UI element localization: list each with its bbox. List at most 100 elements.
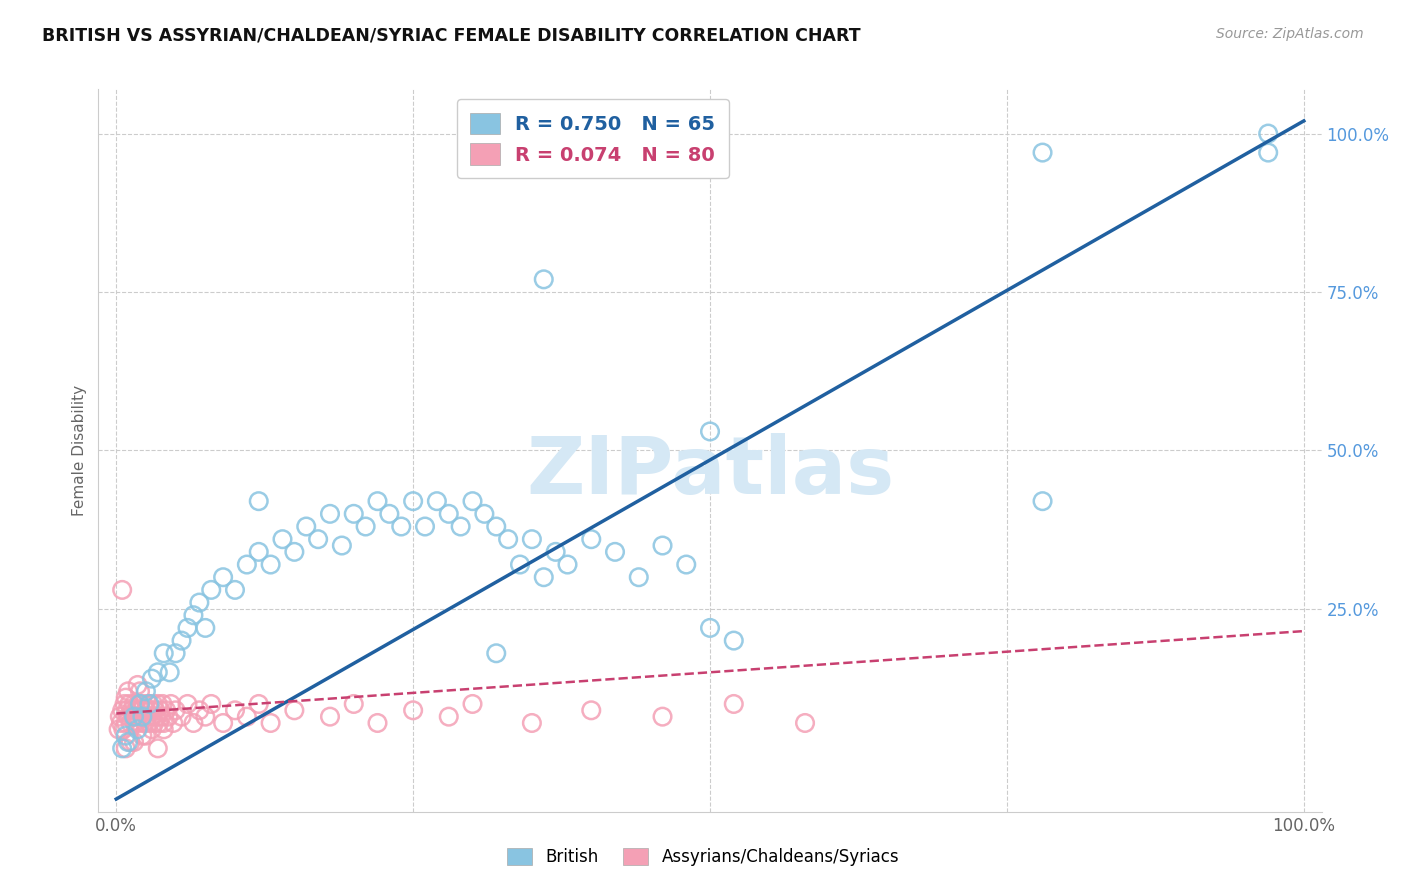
Point: [496, 532, 519, 546]
Point: [131, 709, 153, 723]
Point: [121, 703, 143, 717]
Point: [118, 697, 141, 711]
Point: [378, 507, 401, 521]
Point: [247, 545, 270, 559]
Point: [143, 716, 166, 731]
Point: [402, 703, 425, 717]
Point: [162, 716, 184, 731]
Point: [533, 570, 555, 584]
Point: [188, 596, 211, 610]
Point: [295, 519, 318, 533]
Point: [165, 646, 187, 660]
Point: [699, 425, 721, 439]
Point: [520, 716, 543, 731]
Point: [127, 678, 149, 692]
Point: [170, 633, 193, 648]
Point: [157, 709, 180, 723]
Point: [247, 494, 270, 508]
Point: [437, 709, 460, 723]
Point: [450, 519, 472, 533]
Point: [111, 582, 134, 597]
Point: [136, 709, 159, 723]
Point: [125, 703, 148, 717]
Point: [581, 703, 603, 717]
Point: [188, 703, 211, 717]
Point: [141, 709, 163, 723]
Point: [108, 709, 131, 723]
Point: [183, 608, 205, 623]
Point: [135, 729, 157, 743]
Point: [114, 741, 136, 756]
Point: [224, 582, 246, 597]
Point: [128, 697, 150, 711]
Point: [117, 684, 139, 698]
Point: [366, 716, 388, 731]
Point: [145, 703, 167, 717]
Point: [794, 716, 817, 731]
Point: [139, 703, 162, 717]
Point: [112, 723, 135, 737]
Point: [148, 716, 170, 731]
Point: [236, 558, 259, 572]
Point: [194, 709, 217, 723]
Point: [520, 532, 543, 546]
Point: [271, 532, 294, 546]
Legend: R = 0.750   N = 65, R = 0.074   N = 80: R = 0.750 N = 65, R = 0.074 N = 80: [457, 99, 728, 178]
Point: [627, 570, 650, 584]
Point: [111, 741, 134, 756]
Point: [152, 716, 174, 731]
Point: [319, 507, 342, 521]
Point: [107, 723, 129, 737]
Point: [129, 697, 152, 711]
Point: [138, 716, 160, 731]
Point: [557, 558, 579, 572]
Point: [155, 703, 177, 717]
Point: [603, 545, 626, 559]
Point: [485, 646, 508, 660]
Point: [114, 729, 136, 743]
Point: [319, 709, 342, 723]
Point: [354, 519, 377, 533]
Point: [122, 735, 145, 749]
Point: [200, 697, 222, 711]
Legend: British, Assyrians/Chaldeans/Syriacs: British, Assyrians/Chaldeans/Syriacs: [498, 840, 908, 875]
Text: ZIPatlas: ZIPatlas: [526, 434, 894, 511]
Point: [114, 697, 136, 711]
Point: [1032, 494, 1054, 508]
Point: [330, 539, 353, 553]
Point: [236, 709, 259, 723]
Point: [117, 709, 139, 723]
Point: [129, 703, 152, 717]
Point: [122, 709, 145, 723]
Point: [389, 519, 412, 533]
Point: [117, 735, 139, 749]
Point: [699, 621, 721, 635]
Point: [111, 703, 134, 717]
Point: [110, 716, 132, 731]
Point: [127, 709, 149, 723]
Point: [343, 507, 366, 521]
Point: [259, 716, 281, 731]
Point: [259, 558, 281, 572]
Point: [146, 665, 169, 680]
Point: [141, 723, 163, 737]
Point: [115, 703, 138, 717]
Point: [114, 690, 136, 705]
Point: [131, 729, 153, 743]
Point: [159, 665, 181, 680]
Point: [149, 703, 172, 717]
Point: [165, 703, 187, 717]
Point: [122, 697, 145, 711]
Point: [152, 697, 174, 711]
Point: [200, 582, 222, 597]
Point: [120, 735, 142, 749]
Y-axis label: Female Disability: Female Disability: [72, 384, 87, 516]
Point: [170, 709, 193, 723]
Point: [651, 539, 673, 553]
Point: [134, 716, 156, 731]
Point: [224, 703, 246, 717]
Point: [461, 494, 484, 508]
Point: [142, 697, 165, 711]
Point: [723, 697, 745, 711]
Point: [194, 621, 217, 635]
